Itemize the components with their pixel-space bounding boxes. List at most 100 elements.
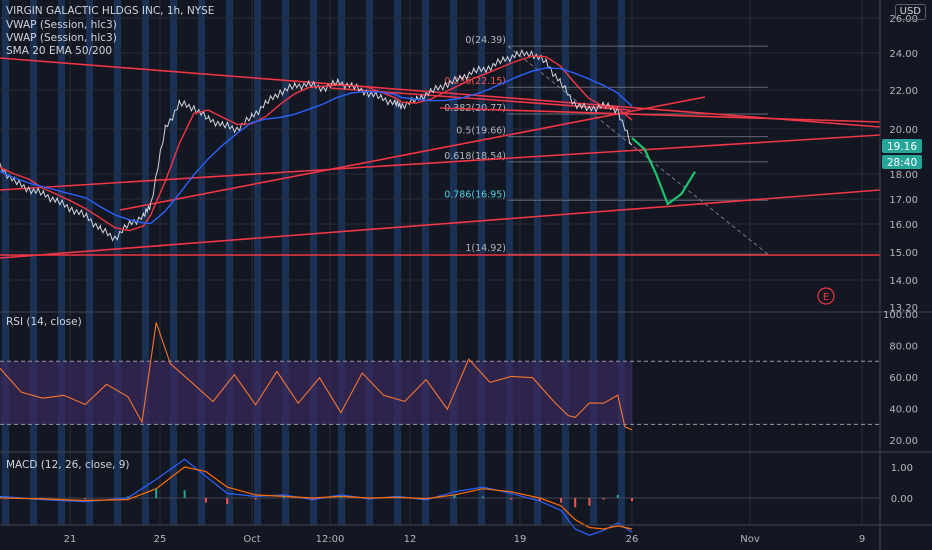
macd-histogram-bar [602, 498, 605, 500]
countdown-tag [882, 155, 922, 169]
macd-tick-label: 0.00 [891, 494, 913, 505]
macd-histogram-bar [283, 496, 286, 498]
rsi-tick-label: 80.00 [889, 342, 918, 353]
y-tick-label: 18.00 [889, 170, 918, 181]
y-tick-label: 17.00 [889, 195, 918, 206]
projection-drawing[interactable] [631, 137, 696, 206]
x-tick-label: 9 [859, 534, 865, 545]
session-band [562, 0, 569, 525]
countdown-value: 28:40 [887, 157, 917, 169]
x-tick-label: 21 [64, 534, 77, 545]
y-tick-label: 16.00 [889, 220, 918, 231]
macd-title[interactable]: MACD (12, 26, close, 9) [6, 459, 130, 471]
fib-label: 0.618(18.54) [444, 151, 506, 162]
y-tick-label: 15.00 [889, 248, 918, 259]
session-band [422, 0, 429, 525]
session-bands [2, 0, 625, 525]
y-tick-label: 14.00 [889, 276, 918, 287]
macd-histogram-bar [0, 496, 1, 498]
last-price-value: 19.16 [887, 141, 917, 153]
macd-histogram-bar [183, 490, 186, 498]
trendlines[interactable] [0, 57, 881, 259]
last-price-tag [882, 139, 922, 153]
trendline [119, 96, 706, 211]
trendline [439, 107, 881, 123]
session-band [2, 0, 9, 525]
symbol-title[interactable]: VIRGIN GALACTIC HLDGS INC, 1h, NYSE [6, 5, 215, 17]
session-band [170, 0, 177, 525]
fib-label: 0(24.39) [465, 35, 506, 46]
session-band [450, 0, 457, 525]
y-tick-label: 22.00 [889, 86, 918, 97]
trendline [0, 57, 881, 128]
price-series [0, 49, 633, 242]
session-band [282, 0, 289, 525]
fib-label: 0.236(22.15) [444, 76, 506, 87]
macd-histogram-bar [453, 494, 456, 498]
indicator-vwap-2[interactable]: VWAP (Session, hlc3) [6, 32, 117, 44]
session-band [394, 0, 401, 525]
session-band [338, 0, 345, 525]
macd-histogram-bar [559, 498, 562, 503]
macd-histogram-bar [616, 494, 619, 498]
session-band [590, 0, 597, 525]
session-band [58, 0, 65, 525]
indicator-ma[interactable]: SMA 20 EMA 50/200 [6, 45, 113, 57]
rsi-tick-label: 100.00 [883, 310, 918, 321]
session-band [366, 0, 373, 525]
fib-label: 0.5(19.66) [456, 126, 506, 137]
session-band [142, 0, 149, 525]
macd-histogram-bar [588, 498, 591, 506]
session-band [310, 0, 317, 525]
projection-line [631, 137, 696, 206]
session-band [30, 0, 37, 525]
session-band [618, 0, 625, 525]
macd-tick-label: 1.00 [891, 463, 913, 474]
indicator-vwap-1[interactable]: VWAP (Session, hlc3) [6, 19, 117, 31]
x-tick-label: 12:00 [316, 534, 345, 545]
y-tick-label: 13.20 [889, 303, 918, 314]
currency-button[interactable]: USD [894, 4, 926, 20]
macd-histogram-bar [41, 498, 44, 499]
macd-histogram-bar [538, 498, 541, 502]
rsi-line [0, 322, 633, 431]
x-tick-label: 25 [154, 534, 167, 545]
macd-histogram-bar [368, 498, 371, 499]
macd-histogram-bar [339, 496, 342, 498]
macd-histogram-bar [425, 498, 428, 500]
rsi-title[interactable]: RSI (14, close) [6, 316, 82, 328]
macd-histogram-bar [84, 498, 87, 500]
x-tick-label: Nov [740, 534, 760, 545]
macd-histogram-bar [574, 498, 577, 508]
session-band [86, 0, 93, 525]
macd-histogram-bar [631, 498, 633, 502]
session-band [198, 0, 205, 525]
macd-panel [0, 458, 880, 536]
sma20-line [0, 55, 633, 232]
macd-histogram-bar [204, 498, 207, 503]
macd-histogram-bar [126, 496, 129, 498]
earnings-marker-label: E [823, 292, 829, 303]
rsi-tick-label: 60.00 [889, 373, 918, 384]
fib-label: 1(14.92) [465, 243, 506, 254]
macd-histogram-bar [155, 488, 158, 498]
y-tick-label: 20.00 [889, 125, 918, 136]
macd-histogram-bar [254, 498, 257, 500]
macd-histogram-bar [481, 496, 484, 498]
rsi-tick-label: 20.00 [889, 436, 918, 447]
session-band [114, 0, 121, 525]
rsi-tick-label: 40.00 [889, 405, 918, 416]
session-band [226, 0, 233, 525]
price-tags: E 19.16 28:40 [817, 139, 922, 305]
rsi-band [0, 361, 632, 425]
macd-histogram-bar [396, 497, 399, 499]
macd-histogram-bar [510, 498, 513, 500]
trendline [0, 134, 881, 191]
fib-label: 0.786(16.95) [444, 189, 506, 200]
y-tick-label: 24.00 [889, 49, 918, 60]
x-tick-label: 12 [404, 534, 417, 545]
macd-histogram-bar [311, 498, 314, 500]
ema-line [0, 67, 633, 225]
